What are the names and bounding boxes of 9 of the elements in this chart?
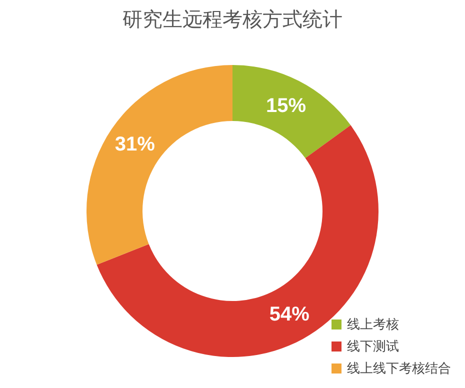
legend-label: 线上考核	[347, 318, 399, 332]
data-label: 31%	[114, 134, 156, 156]
legend-label: 线下测试	[347, 340, 399, 354]
legend-label: 线上线下考核结合	[347, 362, 451, 376]
chart-title: 研究生远程考核方式统计	[122, 7, 342, 31]
data-label: 54%	[269, 303, 310, 326]
donut-slice	[232, 65, 351, 158]
data-label: 15%	[266, 94, 306, 117]
donut-slice	[86, 65, 232, 265]
